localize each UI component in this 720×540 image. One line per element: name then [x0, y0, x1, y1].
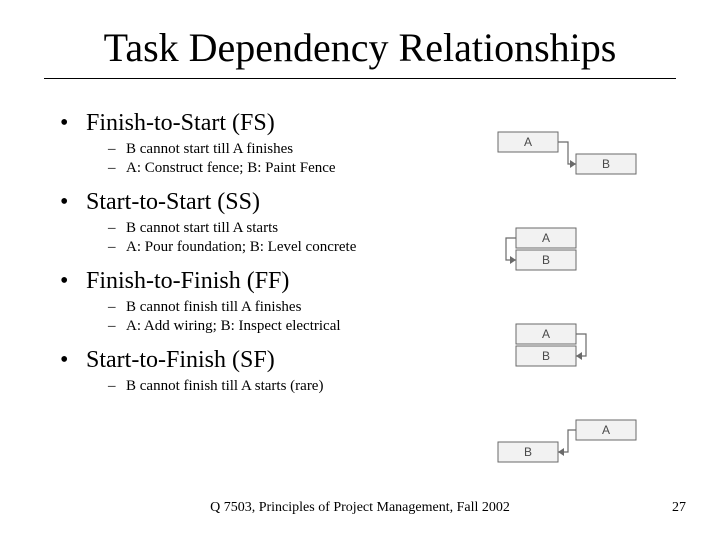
page-number: 27: [672, 500, 686, 516]
heading-sf: Start-to-Finish (SF): [60, 347, 470, 374]
box-label-a: A: [524, 135, 532, 149]
section-ff: Finish-to-Finish (FF) B cannot finish ti…: [60, 268, 470, 335]
diagram-column: ABABABAB: [478, 128, 678, 512]
diagram-ff: AB: [478, 320, 678, 370]
box-label-a: A: [542, 231, 550, 245]
sub-ss-0: B cannot start till A starts: [60, 220, 470, 237]
box-label-b: B: [542, 253, 550, 267]
diagram-sf: AB: [478, 416, 678, 466]
box-label-a: A: [602, 423, 610, 437]
box-label-b: B: [602, 157, 610, 171]
box-label-a: A: [542, 327, 550, 341]
heading-ss: Start-to-Start (SS): [60, 189, 470, 216]
box-label-b: B: [524, 445, 532, 459]
heading-ff: Finish-to-Finish (FF): [60, 268, 470, 295]
footer-text: Q 7503, Principles of Project Management…: [0, 500, 720, 516]
diagram-fs: AB: [478, 128, 678, 178]
title-underline: [44, 78, 676, 79]
sub-sf-0: B cannot finish till A starts (rare): [60, 378, 470, 395]
section-fs: Finish-to-Start (FS) B cannot start till…: [60, 110, 470, 177]
diagram-ss: AB: [478, 224, 678, 274]
sub-ff-1: A: Add wiring; B: Inspect electrical: [60, 318, 470, 335]
box-label-b: B: [542, 349, 550, 363]
content-area: Finish-to-Start (FS) B cannot start till…: [60, 110, 470, 407]
heading-fs: Finish-to-Start (FS): [60, 110, 470, 137]
slide: Task Dependency Relationships Finish-to-…: [0, 0, 720, 540]
sub-ff-0: B cannot finish till A finishes: [60, 299, 470, 316]
section-sf: Start-to-Finish (SF) B cannot finish til…: [60, 347, 470, 395]
section-ss: Start-to-Start (SS) B cannot start till …: [60, 189, 470, 256]
sub-ss-1: A: Pour foundation; B: Level concrete: [60, 239, 470, 256]
sub-fs-0: B cannot start till A finishes: [60, 141, 470, 158]
slide-title: Task Dependency Relationships: [0, 24, 720, 71]
sub-fs-1: A: Construct fence; B: Paint Fence: [60, 160, 470, 177]
